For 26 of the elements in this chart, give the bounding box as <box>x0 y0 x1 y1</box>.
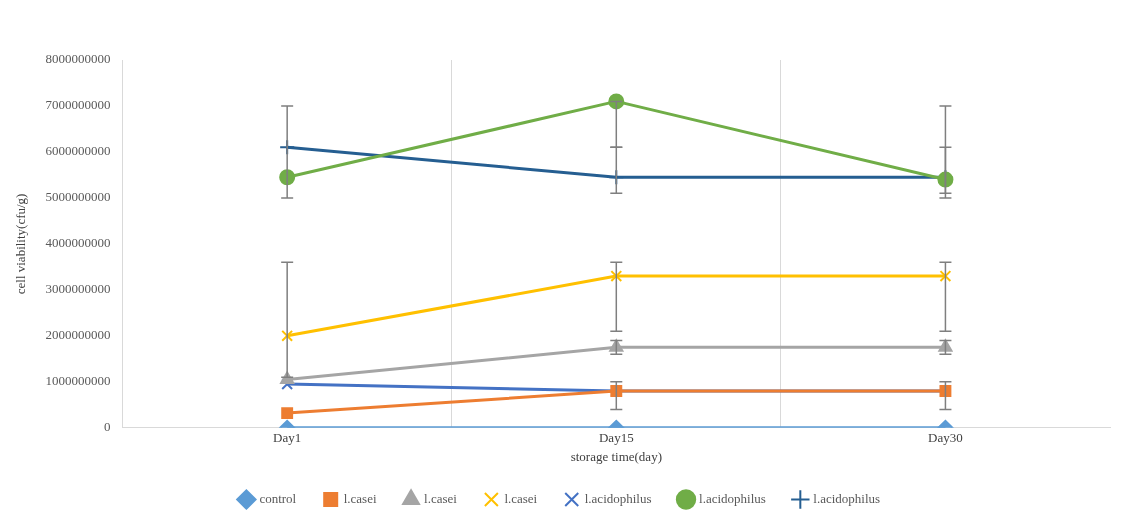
point <box>608 169 625 186</box>
y-tick-label: 5000000000 <box>45 189 111 205</box>
point <box>281 329 294 342</box>
legend-label: l.acidophilus <box>699 490 766 506</box>
x-axis-title: storage time(day) <box>570 448 662 464</box>
y-tick-label: 4000000000 <box>45 235 111 251</box>
y-tick-label: 6000000000 <box>45 143 111 159</box>
legend-label: l.casei <box>504 490 538 506</box>
legend-label: control <box>259 490 297 506</box>
y-axis-title: cell viability(cfu/g) <box>13 193 29 295</box>
y-tick-label: 8000000000 <box>45 51 111 67</box>
legend-label: l.acidophilus <box>584 490 652 506</box>
y-tick-label: 2000000000 <box>45 327 111 343</box>
x-tick-label: Day30 <box>928 430 963 446</box>
y-tick-label: 1000000000 <box>45 373 111 389</box>
y-tick-label: 0 <box>104 419 111 435</box>
point <box>281 407 294 420</box>
y-tick-label: 3000000000 <box>45 281 111 297</box>
legend-label: l.acidophilus <box>813 490 881 506</box>
point <box>610 270 623 283</box>
x-tick-label: Day15 <box>598 430 634 446</box>
x-tick-label: Day1 <box>273 430 302 446</box>
point <box>939 270 952 283</box>
legend-label: l.casei <box>424 490 458 506</box>
legend-label: l.casei <box>343 490 377 506</box>
y-tick-label: 7000000000 <box>45 97 111 113</box>
